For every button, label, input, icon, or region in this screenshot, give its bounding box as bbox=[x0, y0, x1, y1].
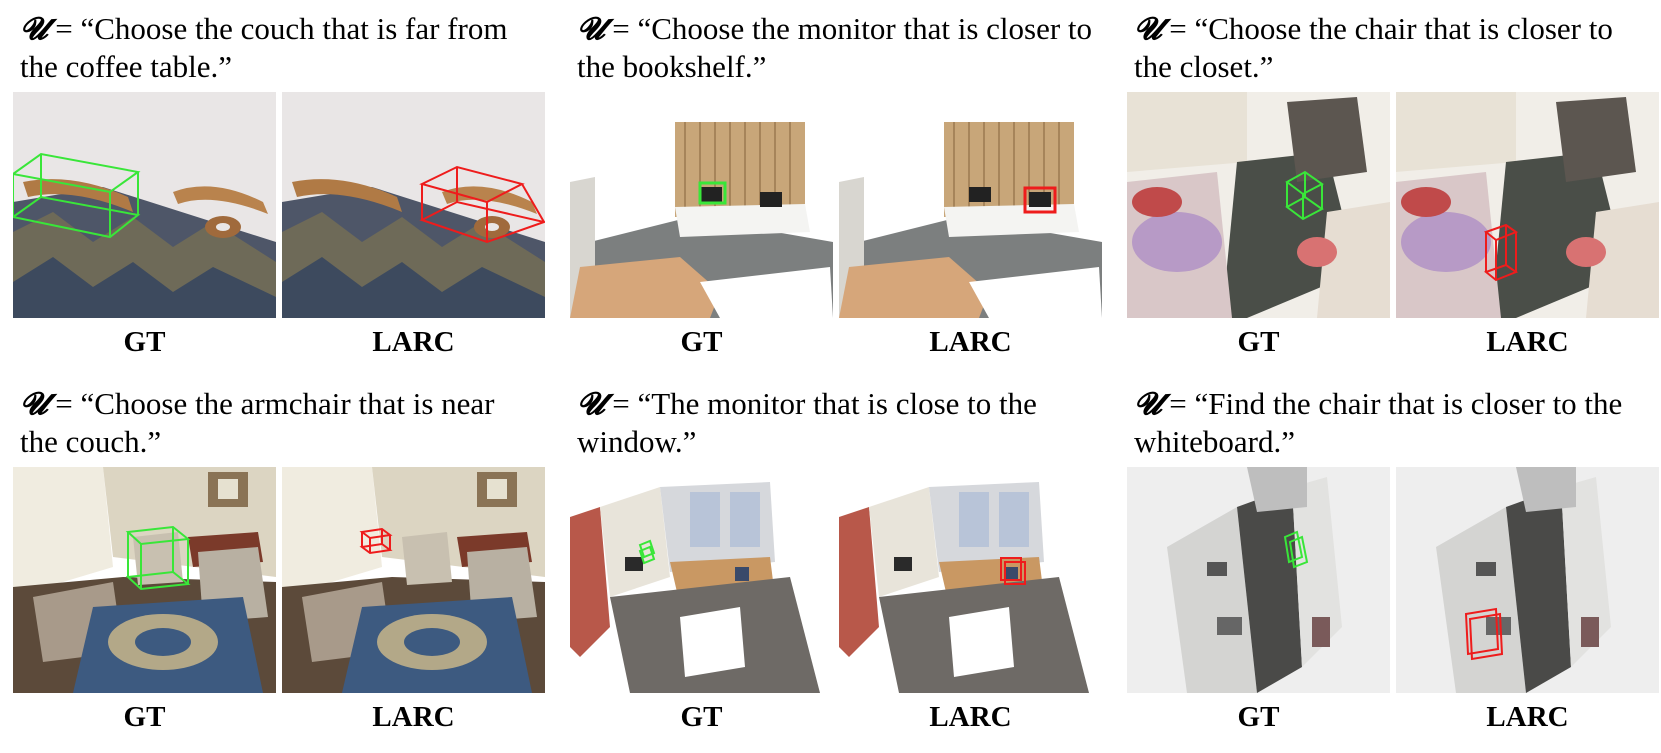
utterance-symbol: 𝓤 bbox=[20, 386, 48, 422]
panel-caption: 𝓤 = “Choose the armchair that is near th… bbox=[20, 385, 540, 461]
prediction-scene-image bbox=[282, 467, 545, 693]
utterance-text: = “Choose the chair that is closer to th… bbox=[1134, 11, 1613, 84]
gt-label: GT bbox=[123, 326, 166, 358]
prediction-scene-image bbox=[839, 92, 1102, 318]
gt-scene-image bbox=[1127, 467, 1390, 693]
prediction-label: LARC bbox=[372, 326, 455, 358]
panel-caption: 𝓤 = “Choose the monitor that is closer t… bbox=[577, 10, 1097, 86]
utterance-text: = “Choose the armchair that is near the … bbox=[20, 386, 495, 459]
utterance-text: = “Choose the monitor that is closer to … bbox=[577, 11, 1093, 84]
prediction-scene-image bbox=[1396, 467, 1659, 693]
prediction-scene-image bbox=[839, 467, 1102, 693]
gt-scene-image bbox=[13, 92, 276, 318]
panel-caption: 𝓤 = “Choose the couch that is far from t… bbox=[20, 10, 540, 86]
gt-label: GT bbox=[680, 326, 723, 358]
gt-label: GT bbox=[1237, 701, 1280, 733]
figure-panel-6: 𝓤 = “Find the chair that is closer to th… bbox=[1127, 383, 1659, 753]
utterance-text: = “Choose the couch that is far from the… bbox=[20, 11, 508, 84]
figure-panel-5: 𝓤 = “The monitor that is close to the wi… bbox=[570, 383, 1102, 753]
gt-label: GT bbox=[123, 701, 166, 733]
prediction-label: LARC bbox=[1486, 326, 1569, 358]
prediction-label: LARC bbox=[929, 701, 1012, 733]
figure-panel-1: 𝓤 = “Choose the couch that is far from t… bbox=[13, 8, 545, 378]
prediction-label: LARC bbox=[929, 326, 1012, 358]
utterance-text: = “The monitor that is close to the wind… bbox=[577, 386, 1037, 459]
utterance-symbol: 𝓤 bbox=[1134, 11, 1162, 47]
gt-scene-image bbox=[13, 467, 276, 693]
panel-caption: 𝓤 = “Choose the chair that is closer to … bbox=[1134, 10, 1654, 86]
figure-panel-3: 𝓤 = “Choose the chair that is closer to … bbox=[1127, 8, 1659, 378]
gt-label: GT bbox=[1237, 326, 1280, 358]
prediction-scene-image bbox=[282, 92, 545, 318]
gt-scene-image bbox=[570, 467, 833, 693]
utterance-symbol: 𝓤 bbox=[1134, 386, 1162, 422]
utterance-symbol: 𝓤 bbox=[577, 11, 605, 47]
gt-scene-image bbox=[570, 92, 833, 318]
gt-scene-image bbox=[1127, 92, 1390, 318]
prediction-label: LARC bbox=[372, 701, 455, 733]
prediction-scene-image bbox=[1396, 92, 1659, 318]
figure-panel-4: 𝓤 = “Choose the armchair that is near th… bbox=[13, 383, 545, 753]
gt-label: GT bbox=[680, 701, 723, 733]
prediction-label: LARC bbox=[1486, 701, 1569, 733]
utterance-symbol: 𝓤 bbox=[20, 11, 48, 47]
panel-caption: 𝓤 = “The monitor that is close to the wi… bbox=[577, 385, 1097, 461]
utterance-symbol: 𝓤 bbox=[577, 386, 605, 422]
figure-panel-2: 𝓤 = “Choose the monitor that is closer t… bbox=[570, 8, 1102, 378]
panel-caption: 𝓤 = “Find the chair that is closer to th… bbox=[1134, 385, 1654, 461]
utterance-text: = “Find the chair that is closer to the … bbox=[1134, 386, 1623, 459]
